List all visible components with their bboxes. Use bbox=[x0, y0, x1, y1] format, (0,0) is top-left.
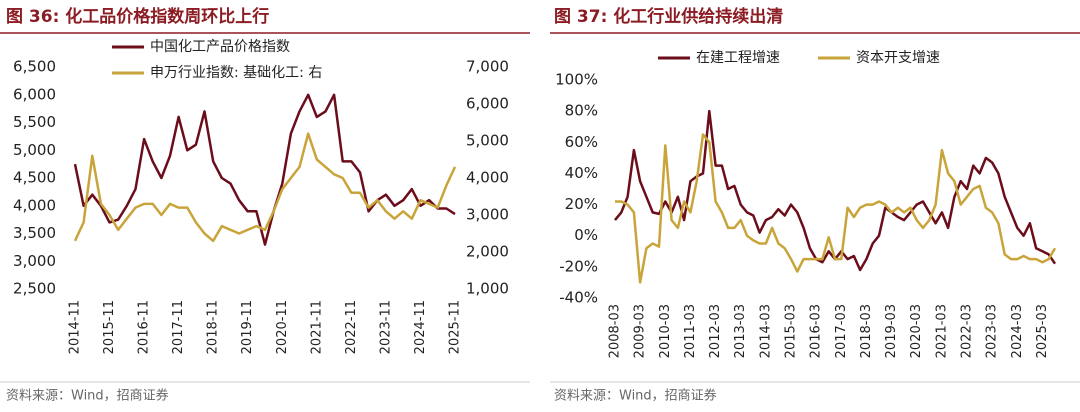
x-tick-label: 2025-11 bbox=[448, 300, 463, 354]
y-tick-label: 0% bbox=[574, 226, 598, 244]
series-line bbox=[614, 109, 1057, 272]
y2-tick-label: 4,000 bbox=[466, 169, 509, 187]
x-tick-label: 2022-11 bbox=[344, 300, 359, 354]
y-tick-label: 3,000 bbox=[13, 252, 56, 270]
y-tick-label: 6,000 bbox=[13, 85, 56, 103]
source: 资料来源：Wind，招商证券 bbox=[6, 388, 169, 404]
x-tick-label: 2021-11 bbox=[309, 300, 324, 354]
chart-title: 图 37: 化工行业供给持续出清 bbox=[554, 6, 783, 27]
x-tick-label: 2016-03 bbox=[809, 304, 824, 358]
x-tick-label: 2024-11 bbox=[413, 300, 428, 354]
x-tick-label: 2014-11 bbox=[68, 300, 83, 354]
series-line bbox=[73, 93, 456, 246]
x-tick-label: 2022-03 bbox=[960, 304, 975, 358]
x-tick-label: 2014-03 bbox=[758, 304, 773, 358]
y-tick-label: 80% bbox=[565, 102, 598, 120]
y2-tick-label: 7,000 bbox=[466, 58, 509, 76]
x-tick-label: 2011-03 bbox=[683, 304, 698, 358]
y-tick-label: 4,500 bbox=[13, 169, 56, 187]
x-tick-label: 2010-03 bbox=[658, 304, 673, 358]
x-tick-label: 2016-11 bbox=[137, 300, 152, 354]
x-tick-label: 2021-03 bbox=[934, 304, 949, 358]
x-tick-label: 2025-03 bbox=[1035, 304, 1050, 358]
x-tick-label: 2009-03 bbox=[633, 304, 648, 358]
x-tick-label: 2015-11 bbox=[102, 300, 117, 354]
legend-label: 在建工程增速 bbox=[696, 50, 780, 66]
x-tick-label: 2018-11 bbox=[206, 300, 221, 354]
legend-label: 中国化工产品价格指数 bbox=[150, 39, 290, 55]
legend-label: 申万行业指数: 基础化工: 右 bbox=[150, 64, 322, 81]
y-tick-label: 6,500 bbox=[13, 58, 56, 76]
y2-tick-label: 1,000 bbox=[466, 280, 509, 298]
x-tick-label: 2013-03 bbox=[733, 304, 748, 358]
series-line bbox=[615, 133, 1057, 284]
x-tick-label: 2019-11 bbox=[240, 300, 255, 354]
x-tick-label: 2023-11 bbox=[378, 300, 393, 354]
y-tick-label: 4,000 bbox=[13, 196, 56, 214]
x-tick-label: 2017-03 bbox=[834, 304, 849, 358]
x-tick-label: 2019-03 bbox=[884, 304, 899, 358]
series-line bbox=[73, 132, 457, 243]
y-tick-label: 60% bbox=[565, 133, 598, 151]
x-tick-label: 2008-03 bbox=[608, 304, 623, 358]
y2-tick-label: 6,000 bbox=[466, 95, 509, 113]
x-tick-label: 2015-03 bbox=[784, 304, 799, 358]
x-tick-label: 2023-03 bbox=[985, 304, 1000, 358]
y-tick-label: 5,500 bbox=[13, 113, 56, 131]
legend-label: 资本开支增速 bbox=[856, 50, 940, 66]
y2-tick-label: 3,000 bbox=[466, 206, 509, 224]
x-tick-label: 2020-03 bbox=[909, 304, 924, 358]
y-tick-label: 40% bbox=[565, 164, 598, 182]
y-tick-label: 100% bbox=[555, 71, 598, 89]
y-tick-label: 20% bbox=[565, 195, 598, 213]
x-tick-label: 2018-03 bbox=[859, 304, 874, 358]
chart-title: 图 36: 化工品价格指数周环比上行 bbox=[6, 6, 269, 27]
y2-tick-label: 2,000 bbox=[466, 243, 509, 261]
x-tick-label: 2020-11 bbox=[275, 300, 290, 354]
x-tick-label: 2012-03 bbox=[708, 304, 723, 358]
x-tick-label: 2024-03 bbox=[1010, 304, 1025, 358]
y-tick-label: -40% bbox=[559, 289, 598, 307]
y2-tick-label: 5,000 bbox=[466, 132, 509, 150]
y-tick-label: -20% bbox=[559, 257, 598, 275]
y-tick-label: 5,000 bbox=[13, 141, 56, 159]
y-tick-label: 2,500 bbox=[13, 280, 56, 298]
source: 资料来源：Wind，招商证券 bbox=[554, 388, 717, 404]
x-tick-label: 2017-11 bbox=[171, 300, 186, 354]
y-tick-label: 3,500 bbox=[13, 224, 56, 242]
